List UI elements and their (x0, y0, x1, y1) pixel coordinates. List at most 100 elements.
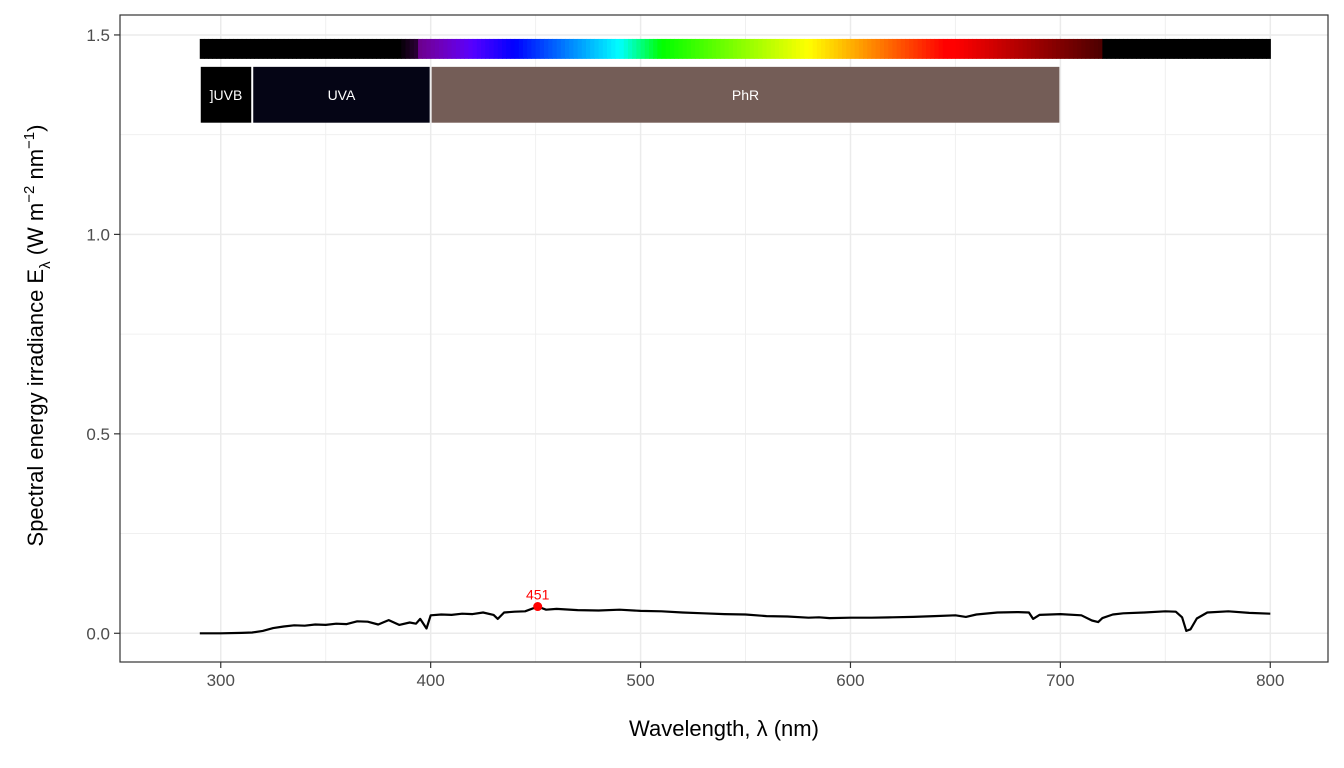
spectrum-segment (1215, 38, 1221, 59)
spectrum-segment (1093, 38, 1099, 59)
spectrum-segment (1152, 38, 1158, 59)
spectrum-segment (426, 38, 432, 59)
spectrum-segment (1014, 38, 1019, 59)
spectrum-segment (258, 38, 264, 59)
spectrum-segment (342, 38, 348, 59)
spectrum-segment (657, 38, 663, 59)
spectrum-segment (1249, 38, 1255, 59)
spectrum-segment (606, 38, 612, 59)
spectrum-segment (506, 38, 512, 59)
spectrum-segment (602, 38, 608, 59)
spectrum-segment (947, 38, 952, 59)
spectrum-segment (329, 38, 335, 59)
spectrum-segment (808, 38, 814, 59)
spectrum-segment (384, 38, 390, 59)
spectrum-segment (1106, 38, 1112, 59)
spectrum-segment (1123, 38, 1129, 59)
spectrum-segment (989, 38, 994, 59)
spectrum-segment (963, 38, 969, 59)
spectrum-segment (619, 38, 625, 59)
spectrum-segment (795, 38, 801, 59)
spectrum-segment (271, 38, 276, 59)
spectrum-segment (1089, 38, 1095, 59)
spectrum-segment (942, 38, 948, 59)
x-tick-label: 600 (836, 671, 864, 690)
spectrum-segment (774, 38, 780, 59)
spectrum-segment (892, 38, 898, 59)
spectrum-segment (900, 38, 906, 59)
spectrum-segment (976, 38, 982, 59)
spectrum-segment (346, 38, 352, 59)
spectrum-segment (1232, 38, 1238, 59)
spectrum-segment (833, 38, 839, 59)
spectrum-segment (497, 38, 503, 59)
spectrum-segment (304, 38, 310, 59)
spectrum-segment (476, 38, 482, 59)
spectrum-segment (825, 38, 831, 59)
spectrum-segment (728, 38, 734, 59)
spectrum-segment (1127, 38, 1133, 59)
spectrum-segment (1228, 38, 1234, 59)
spectrum-segment (951, 38, 957, 59)
spectrum-segment (816, 38, 822, 59)
spectrum-segment (1098, 38, 1103, 59)
spectrum-segment (724, 38, 730, 59)
spectrum-segment (1194, 38, 1200, 59)
spectrum-segment (485, 38, 491, 59)
spectrum-segment (392, 38, 398, 59)
spectrum-segment (585, 38, 591, 59)
spectrum-segment (800, 38, 805, 59)
spectrum-segment (1064, 38, 1070, 59)
spectrum-segment (741, 38, 747, 59)
spectrum-segment (401, 38, 407, 59)
spectrum-segment (669, 38, 675, 59)
spectrum-segment (581, 38, 587, 59)
spectrum-segment (510, 38, 516, 59)
spectrum-segment (1039, 38, 1045, 59)
spectrum-segment (787, 38, 793, 59)
spectrum-segment (804, 38, 810, 59)
spectrum-segment (858, 38, 864, 59)
spectrum-segment (464, 38, 470, 59)
spectrum-segment (1156, 38, 1162, 59)
spectrum-segment (216, 38, 222, 59)
spectrum-segment (397, 38, 402, 59)
spectrum-segment (300, 38, 306, 59)
spectrum-segment (632, 38, 637, 59)
spectrum-segment (695, 38, 700, 59)
spectrum-segment (1161, 38, 1166, 59)
spectrum-segment (1219, 38, 1225, 59)
spectrum-segment (1186, 38, 1192, 59)
spectrum-segment (749, 38, 755, 59)
spectrum-segment (842, 38, 847, 59)
spectrum-segment (292, 38, 297, 59)
waveband-label: PhR (732, 87, 759, 103)
spectrum-segment (1022, 38, 1028, 59)
spectrum-segment (917, 38, 923, 59)
spectrum-segment (590, 38, 595, 59)
spectrum-segment (665, 38, 671, 59)
spectrum-segment (716, 38, 721, 59)
spectrum-segment (376, 38, 381, 59)
spectrum-segment (1056, 38, 1061, 59)
spectrum-segment (325, 38, 331, 59)
spectrum-segment (1203, 38, 1208, 59)
spectrum-segment (481, 38, 486, 59)
spectrum-segment (1245, 38, 1250, 59)
spectrum-segment (455, 38, 461, 59)
spectrum-segment (203, 38, 209, 59)
spectrum-segment (1030, 38, 1036, 59)
spectrum-segment (1085, 38, 1091, 59)
spectrum-segment (359, 38, 365, 59)
spectrum-segment (460, 38, 465, 59)
spectrum-segment (409, 38, 415, 59)
spectrum-segment (997, 38, 1003, 59)
spectrum-segment (732, 38, 738, 59)
spectrum-segment (548, 38, 554, 59)
spectrum-segment (615, 38, 621, 59)
spectrum-segment (539, 38, 545, 59)
waveband-label: ]UVB (210, 87, 243, 103)
spectrum-segment (699, 38, 705, 59)
spectrum-segment (690, 38, 696, 59)
